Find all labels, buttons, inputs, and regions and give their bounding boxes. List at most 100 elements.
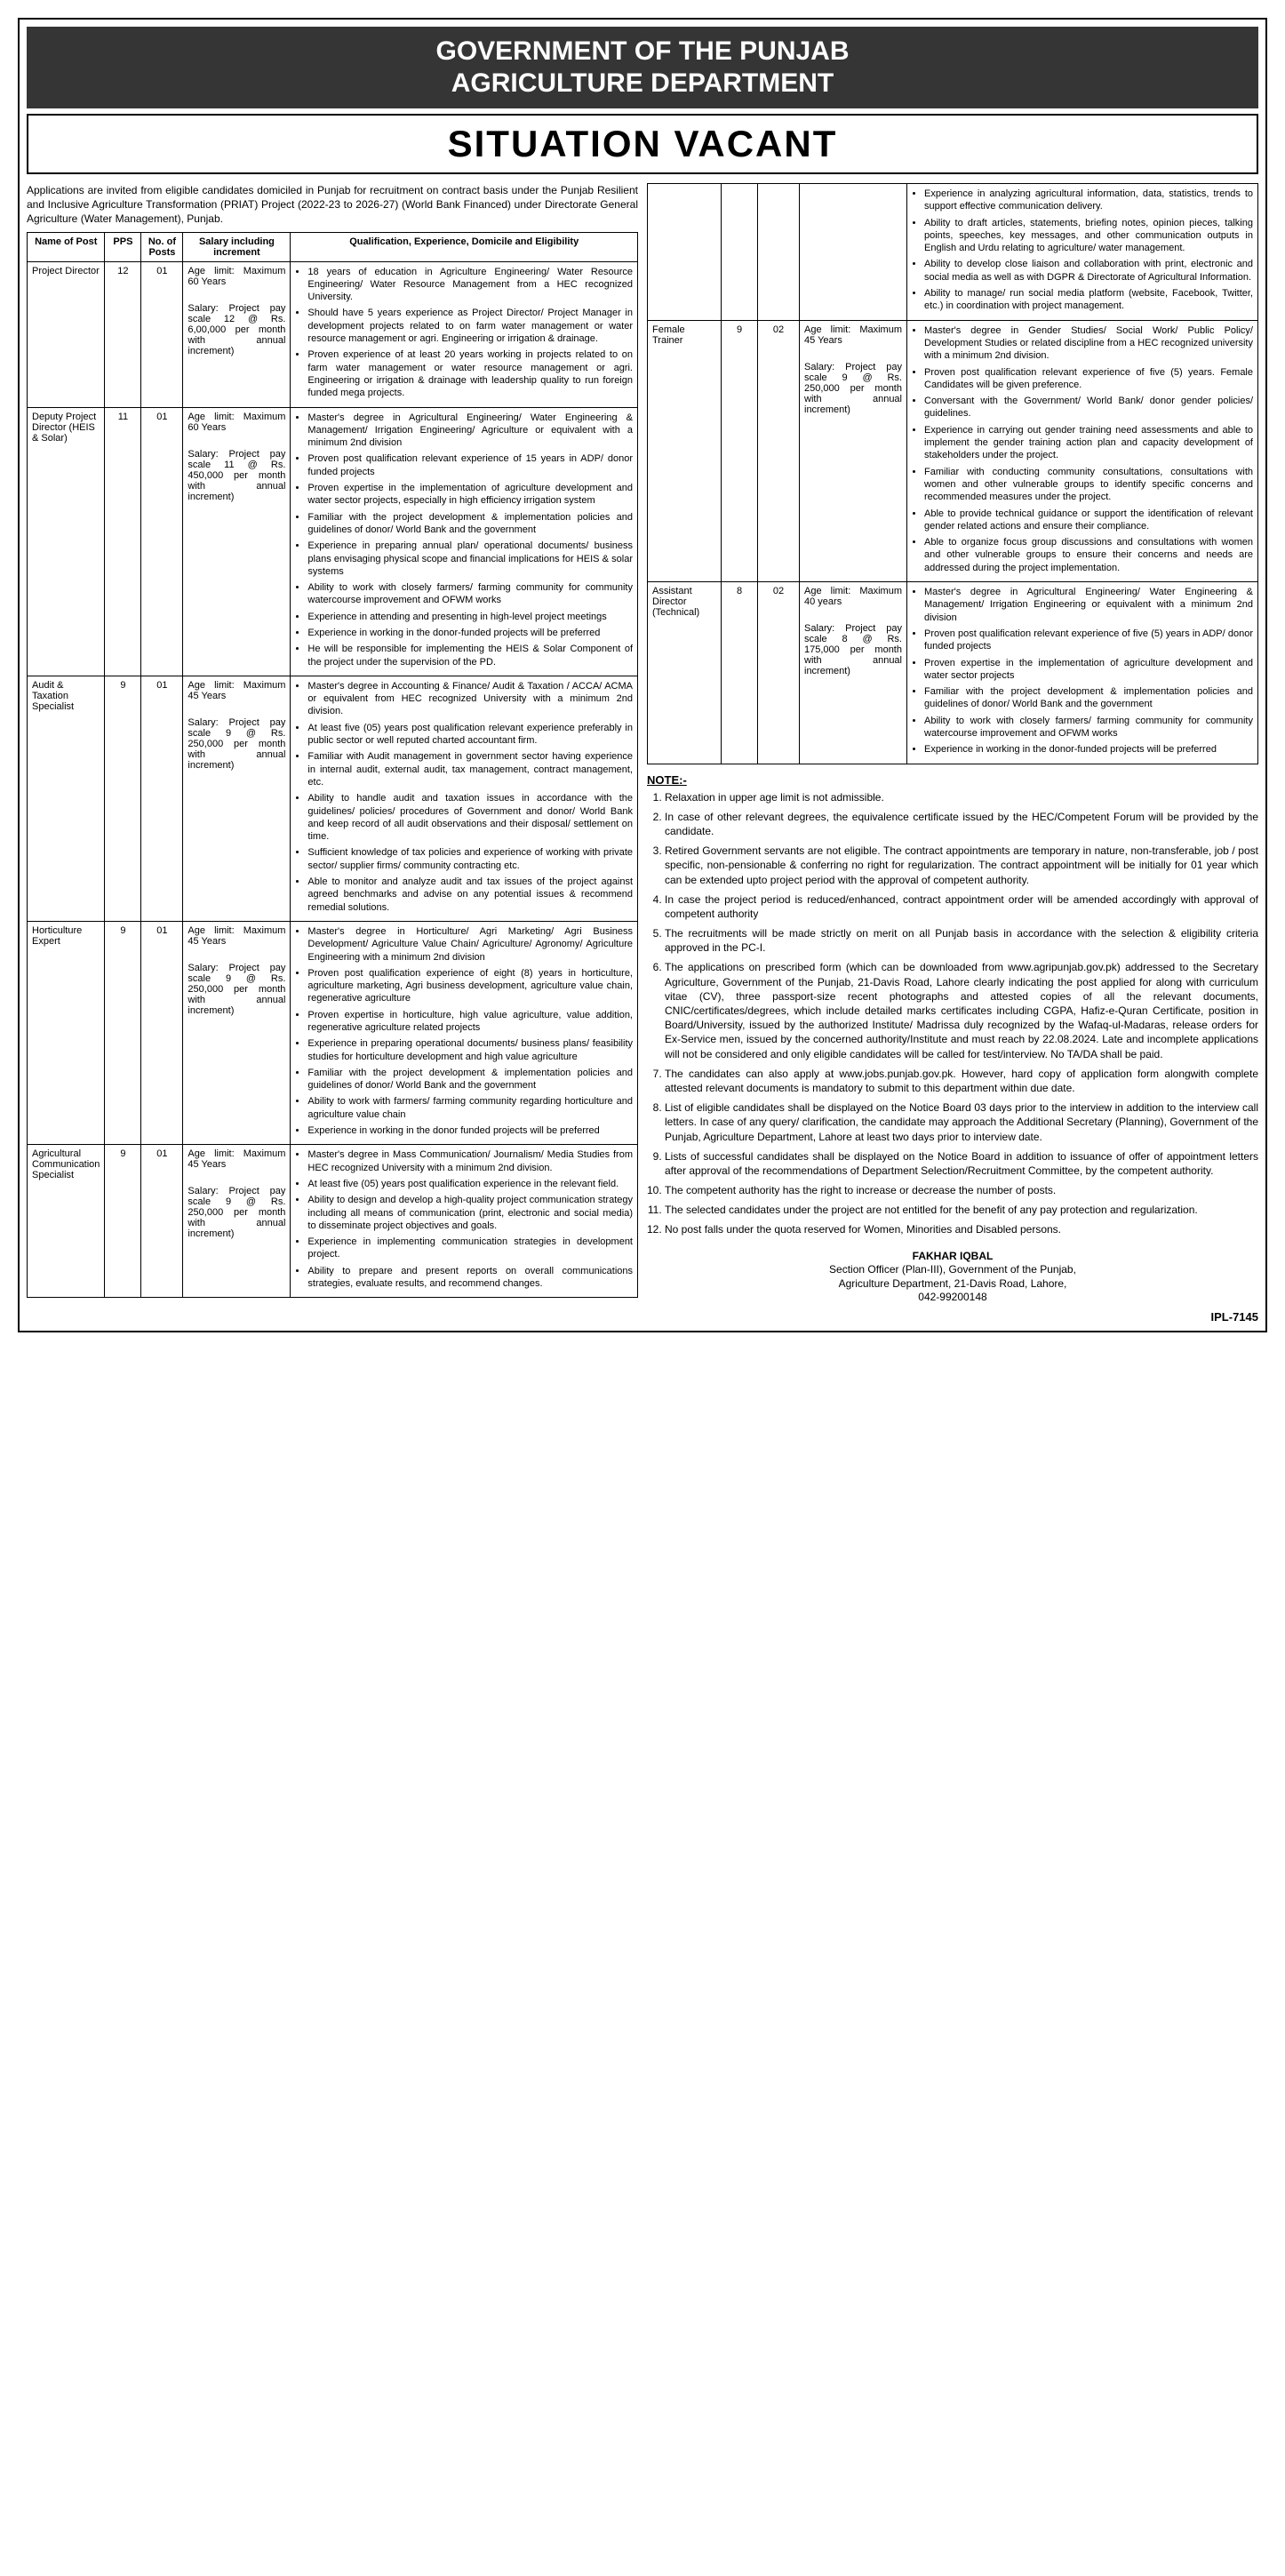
post-qualifications: Master's degree in Agricultural Engineer… — [907, 582, 1258, 764]
signatory-phone: 042-99200148 — [647, 1291, 1258, 1305]
note-item: Retired Government servants are not elig… — [665, 844, 1258, 887]
table-row: Project Director1201Age limit: Maximum 6… — [28, 261, 638, 407]
sub-header: SITUATION VACANT — [27, 114, 1258, 174]
post-qualifications: Master's degree in Accounting & Finance/… — [291, 676, 638, 921]
posts-table-left: Name of Post PPS No. of Posts Salary inc… — [27, 232, 638, 1299]
th-pps: PPS — [105, 232, 141, 261]
header-line-1: GOVERNMENT OF THE PUNJAB — [27, 36, 1258, 68]
post-count: 01 — [141, 261, 183, 407]
qualification-item: Proven post qualification relevant exper… — [307, 452, 633, 478]
post-count: 01 — [141, 921, 183, 1144]
qualification-item: Familiar with Audit management in govern… — [307, 750, 633, 788]
empty-cell — [722, 184, 758, 321]
right-column: Experience in analyzing agricultural inf… — [647, 183, 1258, 1324]
note-item: Lists of successful candidates shall be … — [665, 1149, 1258, 1178]
qualification-item: Master's degree in Horticulture/ Agri Ma… — [307, 925, 633, 964]
post-name: Project Director — [28, 261, 105, 407]
post-pps: 12 — [105, 261, 141, 407]
qualification-item: Master's degree in Agricultural Engineer… — [924, 586, 1253, 624]
qualification-item: Ability to handle audit and taxation iss… — [307, 792, 633, 843]
qualification-item: Master's degree in Accounting & Finance/… — [307, 680, 633, 718]
empty-cell — [758, 184, 800, 321]
ipl-number: IPL-7145 — [647, 1310, 1258, 1324]
qualification-item: At least five (05) years post qualificat… — [307, 722, 633, 748]
note-item: The recruitments will be made strictly o… — [665, 926, 1258, 955]
qualification-item: Ability to work with farmers/ farming co… — [307, 1095, 633, 1121]
table-row: Experience in analyzing agricultural inf… — [648, 184, 1258, 321]
qualification-item: Proven experience of at least 20 years w… — [307, 348, 633, 399]
qualification-item: Ability to prepare and present reports o… — [307, 1265, 633, 1291]
qualification-item: Experience in carrying out gender traini… — [924, 424, 1253, 462]
post-pps: 9 — [105, 676, 141, 921]
post-count: 01 — [141, 1145, 183, 1298]
qualification-item: Able to organize focus group discussions… — [924, 536, 1253, 574]
post-name: Female Trainer — [648, 320, 722, 581]
post-qualifications: Master's degree in Horticulture/ Agri Ma… — [291, 921, 638, 1144]
note-item: The selected candidates under the projec… — [665, 1203, 1258, 1217]
signatory-name: FAKHAR IQBAL — [647, 1250, 1258, 1264]
qualification-item: Proven expertise in horticulture, high v… — [307, 1009, 633, 1035]
qualification-item: Experience in working in the donor funde… — [307, 1124, 633, 1137]
post-salary: Age limit: Maximum 45 YearsSalary: Proje… — [183, 1145, 291, 1298]
qualification-item: Experience in implementing communication… — [307, 1236, 633, 1261]
th-qual: Qualification, Experience, Domicile and … — [291, 232, 638, 261]
left-column: Applications are invited from eligible c… — [27, 183, 638, 1324]
post-pps: 9 — [105, 921, 141, 1144]
qualification-item: Experience in working in the donor-funde… — [924, 743, 1253, 756]
post-salary: Age limit: Maximum 45 YearsSalary: Proje… — [183, 921, 291, 1144]
page-container: GOVERNMENT OF THE PUNJAB AGRICULTURE DEP… — [18, 18, 1267, 1332]
note-item: The competent authority has the right to… — [665, 1183, 1258, 1197]
post-name: Audit & Taxation Specialist — [28, 676, 105, 921]
note-item: No post falls under the quota reserved f… — [665, 1222, 1258, 1236]
post-qualifications: Experience in analyzing agricultural inf… — [907, 184, 1258, 321]
posts-table-right: Experience in analyzing agricultural inf… — [647, 183, 1258, 764]
post-qualifications: 18 years of education in Agriculture Eng… — [291, 261, 638, 407]
note-heading: NOTE:- — [647, 773, 1258, 787]
th-name: Name of Post — [28, 232, 105, 261]
post-pps: 9 — [722, 320, 758, 581]
post-salary: Age limit: Maximum 40 yearsSalary: Proje… — [800, 582, 907, 764]
qualification-item: Familiar with the project development & … — [307, 1067, 633, 1092]
qualification-item: Proven post qualification relevant exper… — [924, 366, 1253, 392]
note-item: The candidates can also apply at www.job… — [665, 1067, 1258, 1095]
empty-cell — [800, 184, 907, 321]
post-name: Deputy Project Director (HEIS & Solar) — [28, 407, 105, 676]
qualification-item: Ability to draft articles, statements, b… — [924, 217, 1253, 255]
table-row: Horticulture Expert901Age limit: Maximum… — [28, 921, 638, 1144]
qualification-item: Master's degree in Gender Studies/ Socia… — [924, 324, 1253, 363]
post-pps: 9 — [105, 1145, 141, 1298]
post-name: Agricultural Communication Specialist — [28, 1145, 105, 1298]
qualification-item: Ability to develop close liaison and col… — [924, 258, 1253, 284]
post-count: 01 — [141, 676, 183, 921]
qualification-item: Master's degree in Agricultural Engineer… — [307, 412, 633, 450]
th-salary: Salary including increment — [183, 232, 291, 261]
post-name: Horticulture Expert — [28, 921, 105, 1144]
post-count: 02 — [758, 320, 800, 581]
qualification-item: Proven expertise in the implementation o… — [924, 657, 1253, 683]
qualification-item: Ability to work with closely farmers/ fa… — [924, 715, 1253, 740]
table-row: Assistant Director (Technical)802Age lim… — [648, 582, 1258, 764]
post-salary: Age limit: Maximum 60 YearsSalary: Proje… — [183, 407, 291, 676]
qualification-item: Conversant with the Government/ World Ba… — [924, 395, 1253, 420]
qualification-item: Familiar with the project development & … — [924, 685, 1253, 711]
table-row: Audit & Taxation Specialist901Age limit:… — [28, 676, 638, 921]
signature-block: FAKHAR IQBAL Section Officer (Plan-III),… — [647, 1250, 1258, 1305]
table-row: Agricultural Communication Specialist901… — [28, 1145, 638, 1298]
qualification-item: Experience in preparing operational docu… — [307, 1037, 633, 1063]
qualification-item: Experience in attending and presenting i… — [307, 611, 633, 623]
note-item: The applications on prescribed form (whi… — [665, 960, 1258, 1060]
qualification-item: Proven post qualification relevant exper… — [924, 628, 1253, 653]
qualification-item: Able to provide technical guidance or su… — [924, 508, 1253, 533]
post-salary: Age limit: Maximum 60 YearsSalary: Proje… — [183, 261, 291, 407]
qualification-item: Master's degree in Mass Communication/ J… — [307, 1148, 633, 1174]
qualification-item: Familiar with conducting community consu… — [924, 466, 1253, 504]
post-pps: 11 — [105, 407, 141, 676]
empty-cell — [648, 184, 722, 321]
two-column-layout: Applications are invited from eligible c… — [27, 183, 1258, 1324]
qualification-item: Ability to manage/ run social media plat… — [924, 287, 1253, 313]
post-qualifications: Master's degree in Gender Studies/ Socia… — [907, 320, 1258, 581]
post-salary: Age limit: Maximum 45 YearsSalary: Proje… — [800, 320, 907, 581]
post-qualifications: Master's degree in Mass Communication/ J… — [291, 1145, 638, 1298]
post-count: 01 — [141, 407, 183, 676]
post-count: 02 — [758, 582, 800, 764]
